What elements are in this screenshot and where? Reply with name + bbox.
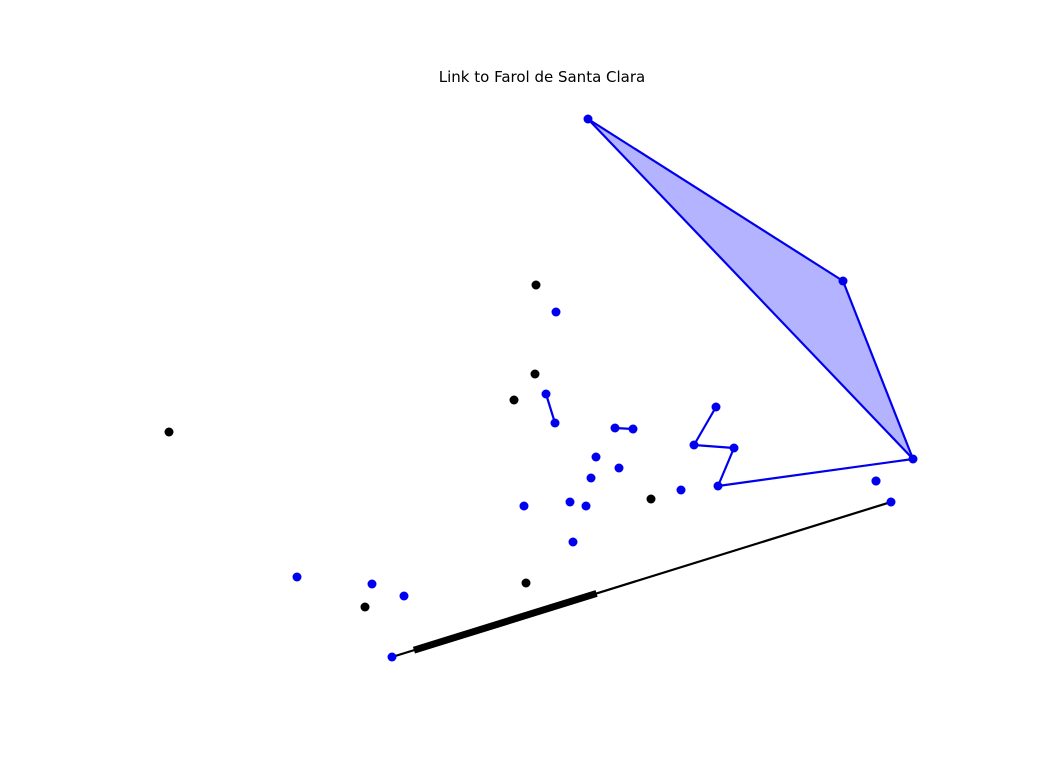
node-b26 <box>387 652 397 662</box>
node-k6 <box>521 578 531 588</box>
node-b6 <box>689 440 699 450</box>
node-k7 <box>360 602 370 612</box>
edge-b2-b3 <box>841 280 915 460</box>
node-b17 <box>565 497 575 507</box>
edge-b5-b6 <box>693 443 735 450</box>
edge-b3-b1 <box>587 118 914 460</box>
node-b7 <box>711 402 721 412</box>
edges <box>391 118 915 659</box>
node-b24 <box>399 591 409 601</box>
node-k5 <box>646 494 656 504</box>
node-b19 <box>519 501 529 511</box>
edge-b1-b2 <box>587 118 844 282</box>
node-b2 <box>838 276 848 286</box>
nodes <box>164 114 918 662</box>
edge-b3-b4 <box>717 457 914 488</box>
edge-b6-b7 <box>693 406 717 446</box>
node-k2 <box>530 369 540 379</box>
node-b20 <box>568 537 578 547</box>
node-b3 <box>908 454 918 464</box>
node-b25 <box>871 476 881 486</box>
node-b14 <box>614 463 624 473</box>
node-b18 <box>581 501 591 511</box>
highlighted-segment-group <box>412 590 598 654</box>
node-b1 <box>583 114 593 124</box>
node-b9 <box>550 418 560 428</box>
node-b22 <box>292 572 302 582</box>
edge-b4-b5 <box>716 447 736 487</box>
node-b16 <box>676 485 686 495</box>
node-k3 <box>509 395 519 405</box>
node-b4 <box>713 481 723 491</box>
node-b5 <box>729 443 739 453</box>
diagram-title: Link to Farol de Santa Clara <box>438 68 646 86</box>
node-b23 <box>367 579 377 589</box>
node-b12 <box>551 307 561 317</box>
node-b8 <box>541 389 551 399</box>
node-b13 <box>591 452 601 462</box>
node-b10 <box>610 423 620 433</box>
node-b15 <box>586 473 596 483</box>
highlighted-segment <box>412 590 598 654</box>
node-k1 <box>531 280 541 290</box>
node-b27 <box>886 497 896 507</box>
node-k4 <box>164 427 174 437</box>
node-b11 <box>628 424 638 434</box>
edge-b8-b9 <box>544 393 557 424</box>
